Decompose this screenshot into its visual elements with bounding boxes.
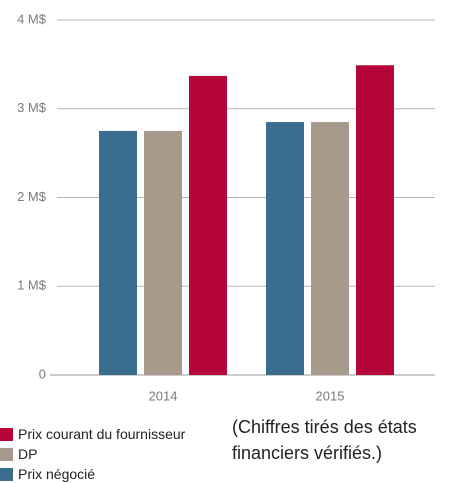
legend-item: Prix courant du fournisseur xyxy=(0,424,185,444)
bar xyxy=(144,130,182,375)
y-tick-label: 3 M$ xyxy=(17,100,47,115)
annotation: (Chiffres tirés des états financiers vér… xyxy=(232,417,417,463)
legend-swatch xyxy=(0,467,13,481)
legend-item: Prix négocié xyxy=(0,464,185,483)
bar xyxy=(356,65,394,375)
legend-label: Prix courant du fournisseur xyxy=(18,426,186,442)
legend-label: Prix négocié xyxy=(18,466,96,482)
chart: 0 1 M$ 2 M$ 3 M$ 4 M$ 2014 2015 xyxy=(17,11,435,403)
y-tick-label: 0 xyxy=(39,366,46,381)
bar xyxy=(266,122,304,375)
legend-item: DP xyxy=(0,444,185,464)
x-tick-label: 2014 xyxy=(149,388,178,403)
legend-label: DP xyxy=(18,446,38,462)
y-tick-label: 1 M$ xyxy=(17,278,47,293)
legend-swatch xyxy=(0,427,13,441)
legend: Prix courant du fournisseur DP Prix négoci… xyxy=(0,424,185,483)
legend-swatch xyxy=(0,447,13,461)
y-tick-label: 2 M$ xyxy=(17,189,47,204)
x-tick-label: 2015 xyxy=(316,388,345,403)
bar xyxy=(99,130,137,375)
y-tick-label: 4 M$ xyxy=(17,11,47,26)
bar xyxy=(189,75,227,375)
bar xyxy=(311,122,349,375)
